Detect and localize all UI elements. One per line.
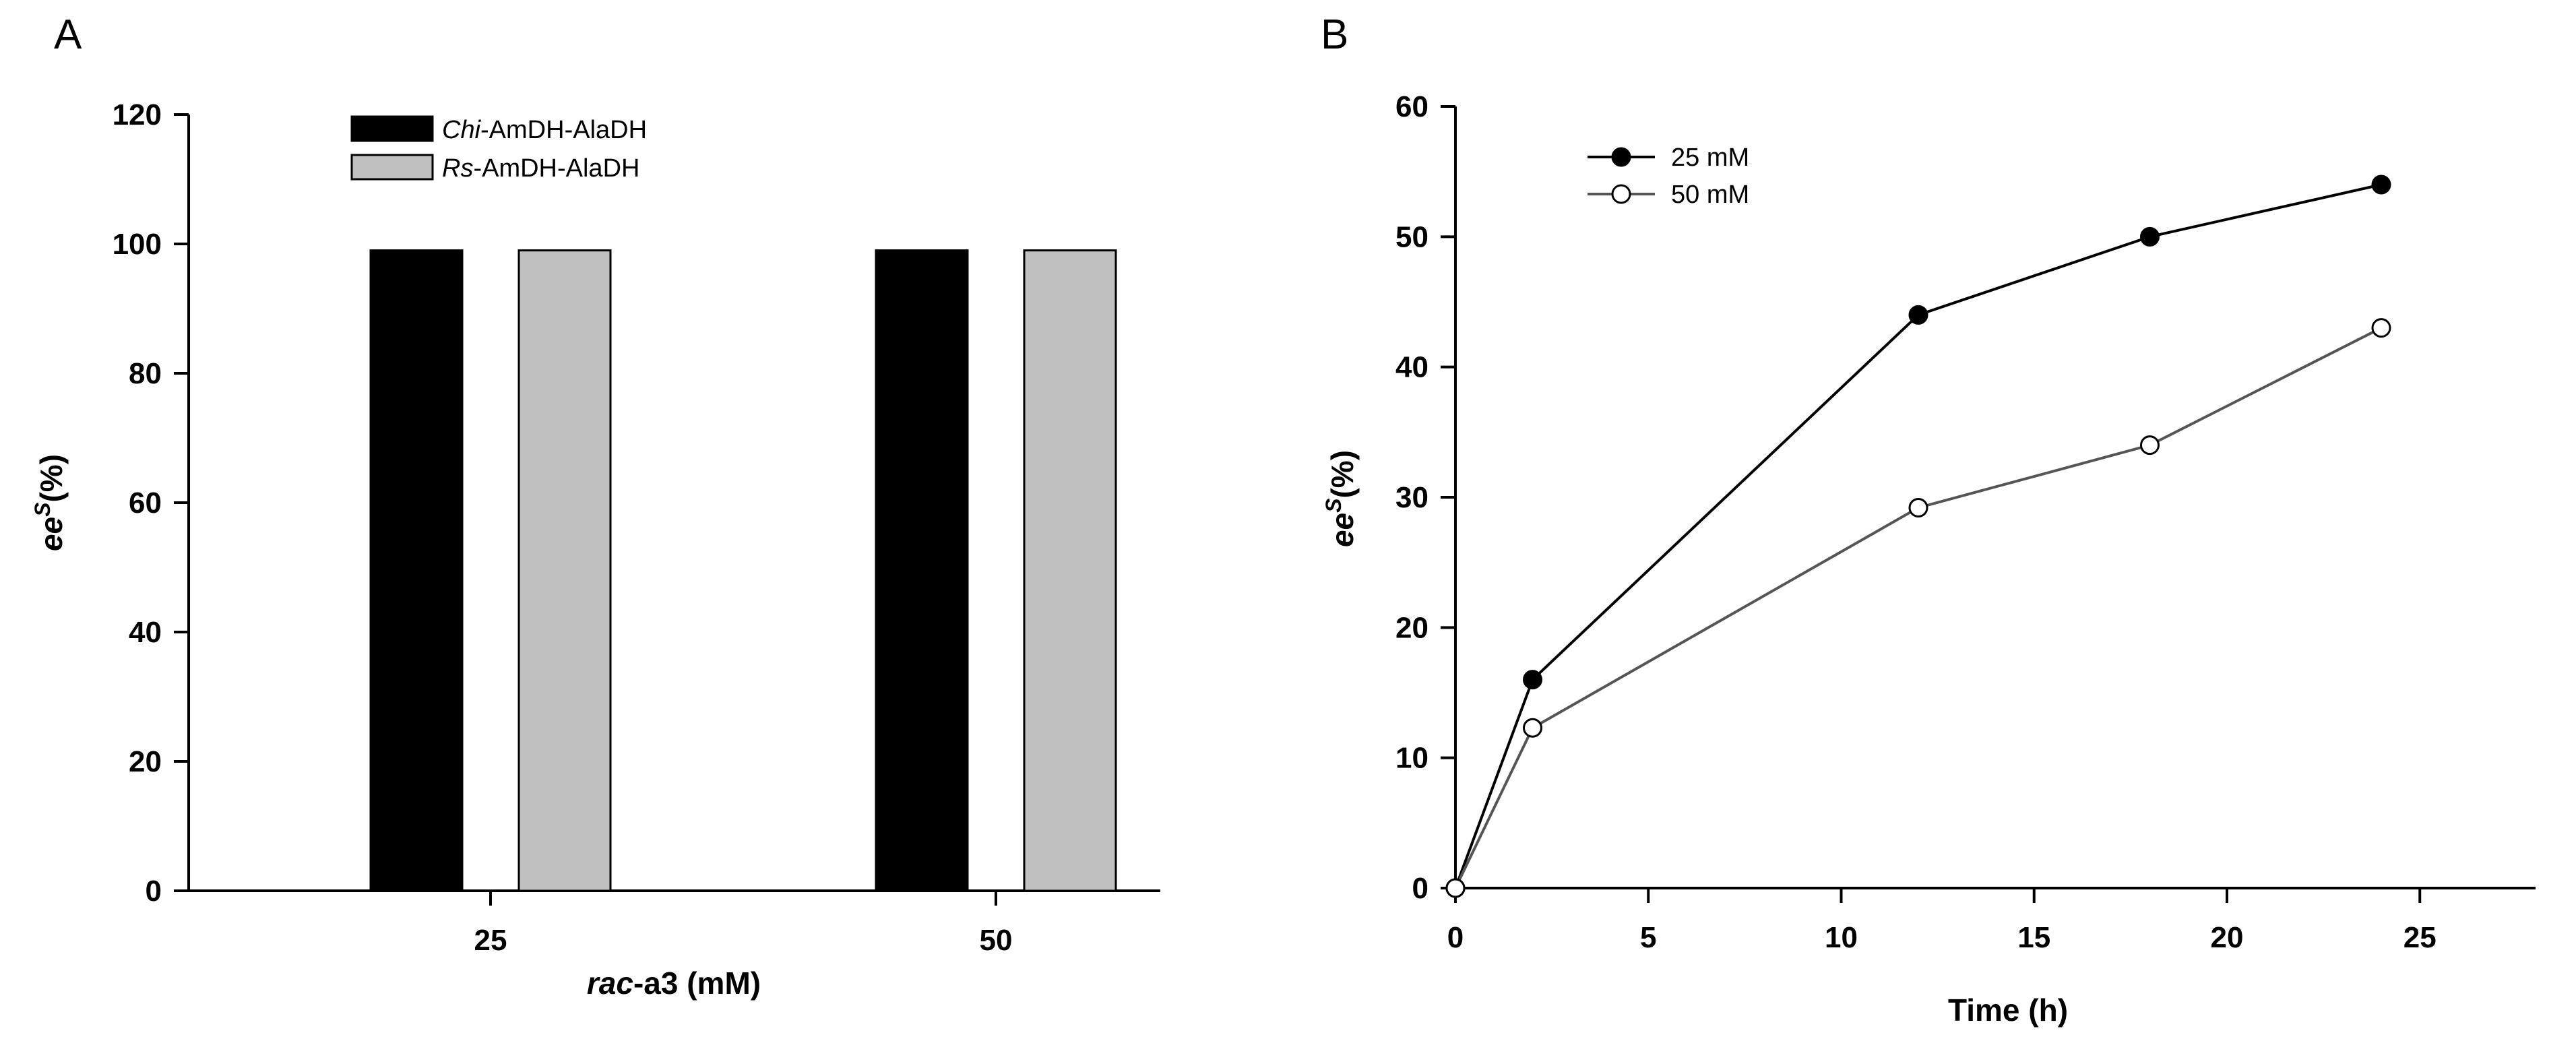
- panel-b-x-axis-title: Time (h): [1948, 993, 2068, 1028]
- point-25mm: [1523, 670, 1542, 690]
- bar-chi-25mm: [369, 249, 464, 892]
- bar-rs-25mm: [517, 249, 612, 892]
- panel-b-line-chart: 0 10 20 30 40 50 60 0 5 10 15 20 25 25 mM 50 mM Tim…: [1321, 90, 2536, 1028]
- legend-swatch-chi: [350, 115, 434, 142]
- panel-b-y-tick-label: 20: [1395, 611, 1428, 644]
- panel-a-x-tick-label: 25: [474, 924, 507, 957]
- legend-marker-50mm: [1611, 184, 1631, 204]
- panel-b-x-tick-label: 25: [2404, 921, 2437, 954]
- panel-b-label: B: [1321, 11, 1348, 58]
- panel-b-x-tick-label: 10: [1825, 921, 1858, 954]
- panel-b-y-axis-title: eeS(%): [1321, 450, 1360, 547]
- panel-a-y-tick-label: 100: [113, 228, 162, 261]
- point-50mm: [1523, 718, 1542, 738]
- legend-label-50mm: 50 mM: [1671, 181, 1749, 209]
- legend-marker-25mm: [1611, 147, 1631, 167]
- panel-a-y-tick-label: 80: [129, 357, 162, 390]
- panel-b-x-tick-label: 5: [1640, 921, 1656, 954]
- panel-a-x-tick-label: 50: [980, 924, 1013, 957]
- panel-b-y-tick-label: 60: [1395, 90, 1428, 123]
- panel-b-y-tick-label: 30: [1395, 481, 1428, 514]
- panel-b-y-tick-label: 50: [1395, 220, 1428, 253]
- panel-b-y-tick-label: 40: [1395, 351, 1428, 384]
- panel-a-x-axis-title: rac-a3 (mM): [587, 966, 761, 1001]
- panel-b-x-tick-label: 20: [2211, 921, 2244, 954]
- point-50mm: [2140, 435, 2160, 455]
- panel-b-x-tick-label: 15: [2017, 921, 2050, 954]
- panel-a-y-tick-label: 60: [129, 486, 162, 520]
- line-series-50mm: [1454, 326, 2382, 889]
- bar-chi-50mm: [875, 249, 969, 892]
- panel-b-y-tick-label: 0: [1412, 872, 1428, 905]
- panel-a-y-tick-label: 120: [113, 98, 162, 131]
- panel-a-legend: Chi-AmDH-AlaDH Rs-AmDH-AlaDH: [350, 115, 647, 183]
- legend-swatch-rs: [350, 154, 434, 181]
- line-series-25mm: [1454, 183, 2382, 889]
- panel-a-label: A: [54, 11, 82, 58]
- point-50mm: [1445, 878, 1466, 898]
- legend-label-chi: Chi-AmDH-AlaDH: [442, 116, 647, 144]
- point-25mm: [2140, 226, 2160, 247]
- point-50mm: [2371, 318, 2391, 338]
- point-50mm: [1908, 497, 1928, 517]
- panel-a-bar-chart: 0 20 40 60 80 100 120 25 50 Chi-AmDH-AlaDH Rs-A…: [30, 98, 1160, 1001]
- panel-a-y-tick-label: 0: [146, 875, 162, 908]
- legend-label-rs: Rs-AmDH-AlaDH: [442, 154, 639, 183]
- point-25mm: [2371, 175, 2391, 195]
- panel-a-y-tick-label: 20: [129, 745, 162, 778]
- panel-b-x-tick-label: 0: [1447, 921, 1464, 954]
- panel-a-y-axis-title: eeS(%): [30, 454, 69, 551]
- panel-b-legend: 25 mM 50 mM: [1588, 144, 1749, 209]
- bar-rs-50mm: [1023, 249, 1117, 892]
- panel-b-y-tick-label: 10: [1395, 742, 1428, 775]
- panel-a-y-tick-label: 40: [129, 616, 162, 649]
- legend-label-25mm: 25 mM: [1671, 144, 1749, 172]
- point-25mm: [1908, 305, 1928, 325]
